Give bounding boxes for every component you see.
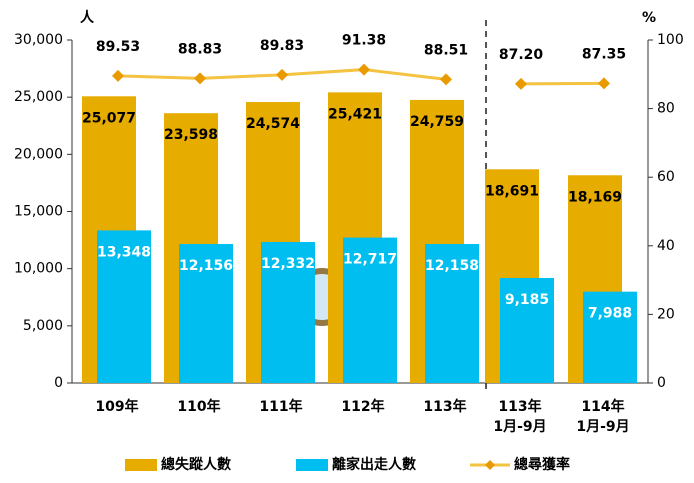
x-tick-line: 109年 xyxy=(95,398,138,415)
x-tick-label: 113年 1月-9月 xyxy=(493,398,546,435)
x-tick-line: 110年 xyxy=(177,398,220,415)
rate-value-label: 88.51 xyxy=(424,42,468,58)
legend-label: 總失蹤人數 xyxy=(161,456,231,473)
rate-value-label: 87.35 xyxy=(582,46,626,62)
bar-value-label: 24,574 xyxy=(246,116,300,132)
x-tick-line: 112年 xyxy=(341,398,384,415)
x-tick-label: 109年 xyxy=(95,398,138,415)
bar-value-label: 7,988 xyxy=(588,306,632,322)
bar-value-label: 24,759 xyxy=(410,114,464,130)
rate-marker xyxy=(112,70,124,82)
y2-tick-label: 80 xyxy=(657,101,675,117)
y2-tick-label: 20 xyxy=(657,306,675,322)
x-tick-label: 111年 xyxy=(259,398,302,415)
y-tick-label: 10,000 xyxy=(14,261,63,277)
y-unit: 人 xyxy=(80,9,95,26)
rate-value-label: 91.38 xyxy=(342,33,386,49)
bar-value-label: 18,169 xyxy=(568,189,622,205)
bar-value-label: 12,332 xyxy=(261,256,315,272)
rate-marker xyxy=(276,69,288,81)
chart: 人 % 0 5,000 10,000 15,000 20,000 25,000 30,000… xyxy=(0,0,694,479)
x-tick-line: 1月-9月 xyxy=(576,419,629,435)
x-tick-line: 113年 xyxy=(423,398,466,415)
y2-tick-label: 0 xyxy=(657,375,666,391)
rate-line xyxy=(521,83,604,84)
bar-value-label: 23,598 xyxy=(164,127,218,143)
y-tick-label: 30,000 xyxy=(14,32,63,48)
y2-tick-label: 60 xyxy=(657,169,675,185)
x-tick-label: 113年 xyxy=(423,398,466,415)
x-tick-label: 110年 xyxy=(177,398,220,415)
legend-swatch xyxy=(125,459,157,471)
rate-marker xyxy=(440,73,452,85)
rate-value-label: 89.83 xyxy=(260,38,304,54)
x-tick-line: 114年 xyxy=(581,398,624,415)
x-tick-line: 111年 xyxy=(259,398,302,415)
bar-value-label: 9,185 xyxy=(505,292,549,308)
legend-marker xyxy=(485,460,495,470)
legend-label: 離家出走人數 xyxy=(332,456,416,473)
y-tick-label: 20,000 xyxy=(14,146,63,162)
y-tick-label: 25,000 xyxy=(14,89,63,105)
y2-tick-label: 100 xyxy=(657,32,684,48)
legend-swatch xyxy=(296,459,328,471)
bar-value-label: 12,156 xyxy=(179,258,233,274)
rate-marker xyxy=(515,78,527,90)
y2-unit: % xyxy=(642,10,656,26)
bar-value-label: 13,348 xyxy=(97,244,151,260)
rate-value-label: 88.83 xyxy=(178,41,222,57)
bar-value-label: 12,717 xyxy=(343,252,397,268)
x-tick-line: 113年 xyxy=(498,398,541,415)
rate-value-label: 89.53 xyxy=(96,39,140,55)
y2-tick-label: 40 xyxy=(657,238,675,254)
y-tick-label: 15,000 xyxy=(14,204,63,220)
bar-value-label: 25,421 xyxy=(328,106,382,122)
x-tick-label: 112年 xyxy=(341,398,384,415)
x-tick-label: 114年 1月-9月 xyxy=(576,398,629,435)
bar-value-label: 25,077 xyxy=(82,110,136,126)
y-tick-label: 5,000 xyxy=(23,318,63,334)
bar-value-label: 18,691 xyxy=(485,183,539,199)
rate-value-label: 87.20 xyxy=(499,47,544,63)
bar-value-label: 12,158 xyxy=(425,258,479,274)
rate-marker xyxy=(358,64,370,76)
legend-label: 總尋獲率 xyxy=(514,456,570,473)
x-tick-line: 1月-9月 xyxy=(493,419,546,435)
rate-marker xyxy=(598,77,610,89)
y-tick-label: 0 xyxy=(54,375,63,391)
rate-marker xyxy=(194,72,206,84)
